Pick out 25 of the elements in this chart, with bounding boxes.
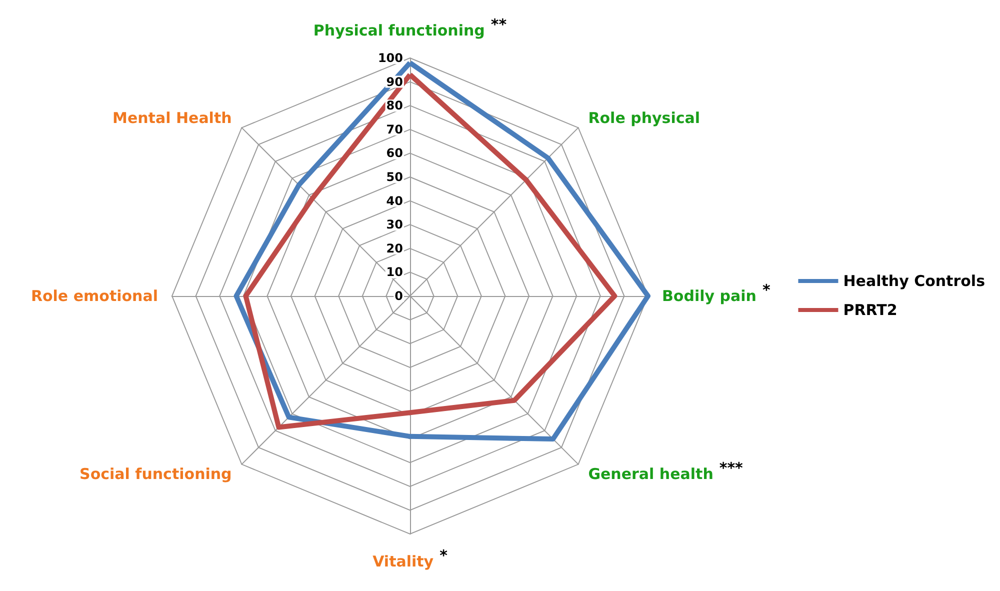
spoke-label: Vitality: [372, 552, 434, 570]
text: *: [440, 546, 448, 564]
y-tick-label: 0: [394, 289, 403, 303]
y-tick-label: 50: [386, 170, 403, 184]
y-tick-label: 10: [386, 265, 403, 280]
y-tick-label: 80: [386, 98, 403, 113]
spoke-label: Role physical: [588, 108, 700, 127]
y-tick-label: 40: [386, 194, 403, 208]
spoke-label: Role emotional: [30, 287, 158, 305]
y-tick-label: 70: [386, 122, 403, 136]
y-tick-label: 20: [386, 241, 403, 256]
text: ***: [719, 459, 743, 478]
spoke-label: Mental Health: [112, 108, 232, 127]
spoke-label: Social functioning: [80, 465, 232, 484]
text: *: [762, 281, 770, 299]
spoke-label: General health: [588, 465, 714, 484]
y-tick-label: 100: [378, 51, 403, 65]
legend-label: Healthy Controls: [843, 272, 986, 290]
legend-label: PRRT2: [843, 301, 898, 319]
spoke-label: Bodily pain: [662, 287, 756, 305]
y-tick-label: 60: [386, 146, 403, 160]
text: **: [490, 16, 507, 34]
y-tick-label: 90: [386, 74, 403, 89]
spoke-label: Physical functioning: [313, 22, 485, 40]
y-tick-label: 30: [386, 218, 403, 232]
